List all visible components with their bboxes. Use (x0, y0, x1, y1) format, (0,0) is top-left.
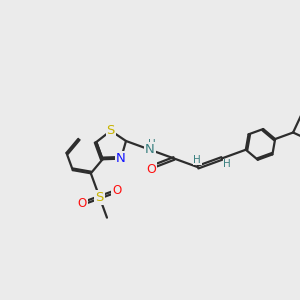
Text: H: H (224, 159, 231, 170)
Text: O: O (146, 163, 156, 176)
Text: H: H (148, 139, 155, 149)
Text: H: H (194, 155, 201, 165)
Text: N: N (145, 143, 155, 156)
Text: N: N (116, 152, 126, 165)
Text: O: O (78, 197, 87, 210)
Text: O: O (112, 184, 122, 197)
Text: S: S (95, 191, 104, 204)
Text: S: S (106, 124, 115, 137)
